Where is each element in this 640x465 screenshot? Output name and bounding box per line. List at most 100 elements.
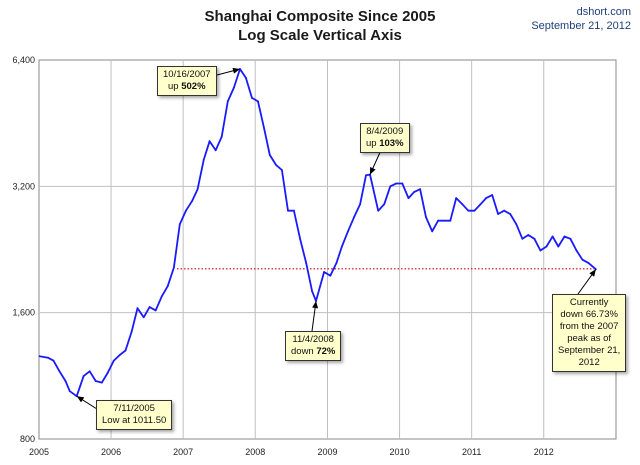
data-point: [38, 355, 41, 358]
annotation-low-2008: 11/4/2008 down 72%: [285, 331, 342, 361]
data-point: [341, 245, 343, 248]
data-point: [449, 219, 452, 222]
data-point: [329, 274, 332, 277]
data-point: [58, 370, 61, 373]
data-point: [166, 285, 169, 288]
data-point: [455, 197, 458, 199]
annotation-low2008-change: down 72%: [291, 346, 335, 358]
y-tick-label: 6,400: [12, 55, 35, 65]
data-point: [395, 182, 398, 185]
data-point: [431, 230, 434, 233]
x-tick-label: 2009: [317, 447, 337, 457]
data-point: [539, 249, 542, 252]
data-point: [581, 258, 584, 261]
annotation-high-date: 8/4/2009: [366, 126, 404, 137]
data-point: [503, 209, 506, 212]
data-point: [106, 371, 109, 374]
data-point: [68, 390, 71, 393]
data-point: [305, 262, 308, 265]
data-point: [263, 127, 266, 130]
data-point: [323, 271, 326, 273]
data-point: [220, 135, 223, 138]
data-point: [172, 266, 175, 269]
data-point: [154, 309, 157, 312]
data-point: [275, 163, 277, 166]
data-point: [119, 353, 121, 356]
chart-title: Shanghai Composite Since 2005: [204, 8, 436, 25]
y-tick-label: 800: [20, 434, 35, 444]
data-point: [185, 209, 187, 212]
data-point: [383, 203, 386, 206]
data-point: [401, 182, 404, 185]
source-date: September 21, 2012: [531, 20, 631, 32]
annotation-low2005-date: 7/11/2005: [113, 403, 155, 414]
annotation-current-line3: from the 2007: [559, 321, 619, 332]
data-point: [557, 245, 560, 248]
data-point: [377, 209, 380, 212]
x-tick-label: 2007: [173, 447, 193, 457]
data-point: [509, 213, 512, 215]
data-point: [443, 219, 446, 222]
data-point: [257, 100, 259, 103]
data-point: [419, 188, 422, 191]
data-point: [437, 219, 439, 222]
data-point: [226, 100, 229, 103]
x-tick-label: 2008: [245, 447, 265, 457]
annotation-current-line2: down 66.73%: [560, 309, 618, 320]
data-point: [497, 213, 500, 215]
annotation-low2008-value: 72%: [316, 346, 336, 357]
data-point: [268, 154, 271, 156]
data-point: [100, 381, 103, 384]
data-point: [245, 77, 247, 79]
arrow-current-head: [589, 269, 596, 277]
data-point: [293, 209, 295, 212]
x-tick-label: 2012: [534, 447, 554, 457]
annotation-current-line1: Currently: [569, 297, 609, 308]
data-point: [178, 223, 181, 226]
data-point: [250, 96, 253, 99]
annotation-peak-change: up 502%: [163, 81, 211, 93]
data-point: [52, 359, 55, 362]
data-point: [569, 237, 572, 240]
data-point: [82, 375, 85, 377]
data-point: [148, 306, 151, 308]
annotation-current-line5: September 21,: [558, 345, 621, 356]
annotation-high-value: 103%: [379, 138, 404, 149]
annotation-peak-prefix: up: [168, 81, 182, 92]
chart-subtitle: Log Scale Vertical Axis: [238, 27, 402, 44]
data-point: [88, 370, 91, 373]
data-point: [214, 149, 217, 152]
data-point: [287, 209, 289, 212]
data-point: [407, 197, 410, 199]
data-point: [359, 203, 361, 206]
data-point: [112, 359, 115, 362]
x-tick-label: 2005: [29, 447, 49, 457]
data-point: [515, 223, 518, 226]
data-point: [142, 316, 145, 319]
y-tick-label: 3,200: [12, 181, 35, 191]
x-tick-label: 2010: [390, 447, 410, 457]
data-point: [353, 216, 355, 219]
data-point: [208, 140, 211, 143]
data-point: [545, 245, 548, 248]
arrow-low-2008-head: [312, 300, 319, 309]
annotation-current-line4: peak as of: [567, 333, 612, 344]
data-point: [575, 249, 578, 252]
data-point: [425, 216, 427, 219]
data-point: [202, 158, 205, 161]
annotation-peak-value: 502%: [181, 81, 206, 92]
arrow-peak-2007-head: [232, 67, 241, 74]
data-point: [533, 237, 536, 240]
data-point: [160, 295, 163, 298]
annotation-low2008-prefix: down: [291, 346, 317, 357]
data-point: [136, 307, 139, 310]
data-point: [335, 262, 338, 265]
arrow-low-2005-head: [76, 396, 85, 403]
data-point: [413, 191, 415, 194]
data-point: [311, 290, 313, 293]
data-point: [233, 86, 235, 89]
data-point: [280, 169, 283, 171]
data-point: [46, 356, 49, 359]
